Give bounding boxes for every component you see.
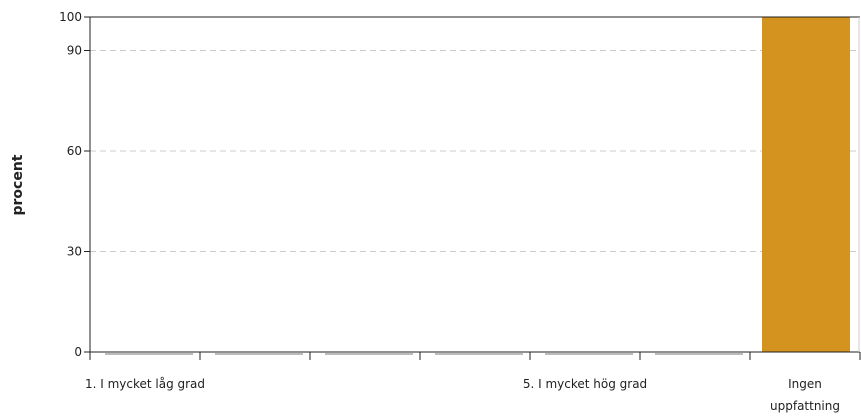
bar [545, 353, 633, 355]
x-tick-label: uppfattning [770, 399, 840, 413]
axes [84, 16, 861, 360]
y-tick-label: 100 [59, 10, 82, 24]
x-tick-label: 1. I mycket låg grad [85, 377, 205, 391]
grid-lines [90, 50, 860, 252]
bar [325, 353, 413, 355]
x-tick-label: 5. I mycket hög grad [523, 377, 647, 391]
bar [655, 353, 743, 355]
bar [435, 353, 523, 355]
x-tick-labels: 1. I mycket låg grad 5. I mycket hög grad… [85, 377, 840, 413]
bar [762, 17, 850, 352]
x-tick-label: Ingen [788, 377, 822, 391]
y-axis-title: procent [10, 154, 26, 215]
y-tick-label: 60 [67, 144, 82, 158]
bar [215, 353, 303, 355]
bar [105, 353, 193, 355]
bars [105, 17, 850, 355]
y-tick-label: 90 [67, 44, 82, 58]
y-tick-label: 0 [74, 345, 82, 359]
y-tick-labels: 0 30 60 90 100 [59, 10, 82, 359]
y-tick-label: 30 [67, 245, 82, 259]
